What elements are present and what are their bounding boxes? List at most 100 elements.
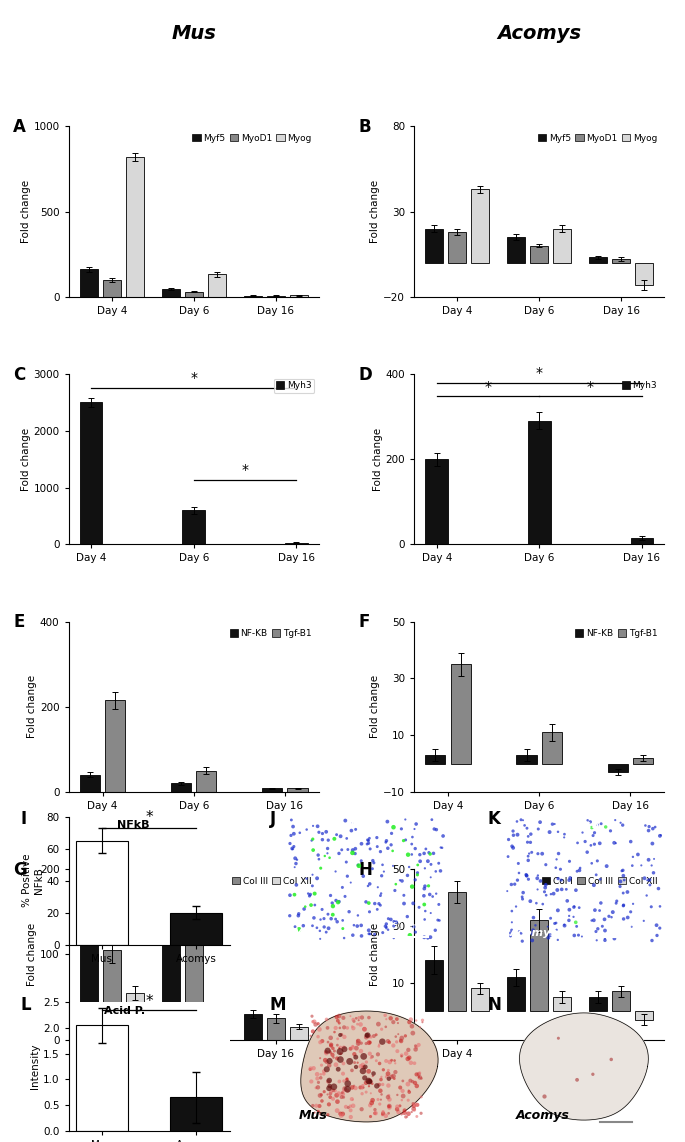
Point bbox=[358, 1059, 369, 1077]
Point bbox=[403, 1040, 414, 1059]
Point bbox=[514, 923, 525, 941]
Point bbox=[315, 1069, 326, 1087]
Point bbox=[573, 926, 584, 944]
Point bbox=[649, 850, 660, 868]
Point bbox=[396, 820, 407, 838]
Point bbox=[325, 1083, 336, 1101]
Point bbox=[365, 1108, 376, 1126]
Point bbox=[423, 928, 434, 947]
Point bbox=[358, 867, 369, 885]
Point bbox=[376, 1085, 387, 1103]
Point bbox=[325, 1043, 336, 1061]
Point bbox=[438, 827, 449, 845]
Point bbox=[339, 1040, 350, 1059]
Point bbox=[360, 893, 371, 911]
Point bbox=[314, 1049, 325, 1068]
Point bbox=[559, 825, 570, 843]
Polygon shape bbox=[301, 1011, 438, 1121]
Text: Acid P.: Acid P. bbox=[104, 1006, 145, 1016]
Point bbox=[375, 884, 386, 902]
Bar bbox=[553, 997, 571, 1011]
Point bbox=[356, 916, 366, 934]
Point bbox=[383, 1061, 394, 1079]
Point bbox=[574, 861, 585, 879]
Point bbox=[592, 852, 603, 870]
Point bbox=[606, 1051, 616, 1069]
Point bbox=[358, 1055, 369, 1073]
Point bbox=[599, 931, 610, 949]
Point bbox=[338, 1008, 349, 1027]
Point bbox=[417, 1013, 428, 1031]
Point bbox=[319, 847, 330, 866]
Text: K: K bbox=[487, 810, 500, 828]
Point bbox=[593, 919, 603, 938]
Point bbox=[323, 1095, 334, 1113]
Point bbox=[301, 820, 312, 838]
Point bbox=[392, 1097, 403, 1116]
Point bbox=[305, 1060, 316, 1078]
Point bbox=[306, 1072, 316, 1091]
Point bbox=[608, 903, 619, 922]
Point bbox=[388, 1067, 399, 1085]
Point bbox=[625, 833, 636, 851]
Point bbox=[325, 1085, 336, 1103]
Point bbox=[515, 925, 526, 943]
Point bbox=[336, 1026, 347, 1044]
Point bbox=[410, 839, 421, 858]
Text: Acomys: Acomys bbox=[516, 1109, 570, 1121]
Point bbox=[366, 1075, 377, 1093]
Point bbox=[323, 1079, 334, 1097]
Bar bbox=[185, 291, 203, 297]
Point bbox=[380, 1107, 391, 1125]
Point bbox=[518, 811, 529, 829]
Point bbox=[506, 924, 516, 942]
Point bbox=[312, 1014, 323, 1032]
Point bbox=[371, 1052, 382, 1070]
Bar bbox=[171, 1097, 222, 1131]
Point bbox=[643, 851, 654, 869]
Point bbox=[626, 918, 637, 936]
Point bbox=[364, 1008, 375, 1027]
Point bbox=[503, 830, 514, 849]
Point bbox=[329, 1042, 340, 1060]
Point bbox=[414, 899, 425, 917]
Point bbox=[294, 920, 305, 939]
Point bbox=[363, 1062, 374, 1080]
Point bbox=[342, 1019, 353, 1037]
Point bbox=[577, 927, 588, 946]
Point bbox=[309, 1013, 320, 1031]
Point bbox=[647, 932, 658, 950]
Point bbox=[375, 843, 386, 861]
Point bbox=[374, 1095, 385, 1113]
Point bbox=[361, 1053, 372, 1071]
Bar bbox=[103, 280, 121, 297]
Bar bbox=[425, 228, 443, 263]
Point bbox=[419, 844, 429, 862]
Point bbox=[380, 917, 391, 935]
Point bbox=[364, 1034, 375, 1052]
Point bbox=[388, 1013, 399, 1031]
Point bbox=[356, 852, 366, 870]
Point bbox=[375, 886, 386, 904]
Point bbox=[380, 1018, 391, 1036]
Point bbox=[308, 841, 319, 859]
Point bbox=[535, 871, 546, 890]
Point bbox=[605, 822, 616, 841]
Point bbox=[317, 825, 328, 843]
Point bbox=[316, 1086, 327, 1104]
Point bbox=[331, 892, 342, 910]
Point bbox=[375, 1070, 386, 1088]
Point bbox=[399, 894, 410, 912]
Point bbox=[617, 815, 628, 834]
Legend: Myf5, MyoD1, Myog: Myf5, MyoD1, Myog bbox=[190, 131, 314, 145]
Point bbox=[353, 1011, 364, 1029]
Point bbox=[410, 1037, 421, 1055]
Text: N: N bbox=[487, 996, 501, 1014]
Point bbox=[369, 854, 379, 872]
Point bbox=[412, 863, 423, 882]
Point bbox=[589, 901, 600, 919]
Point bbox=[384, 1034, 395, 1052]
Point bbox=[523, 851, 534, 869]
Point bbox=[585, 813, 596, 831]
Point bbox=[339, 1028, 350, 1046]
